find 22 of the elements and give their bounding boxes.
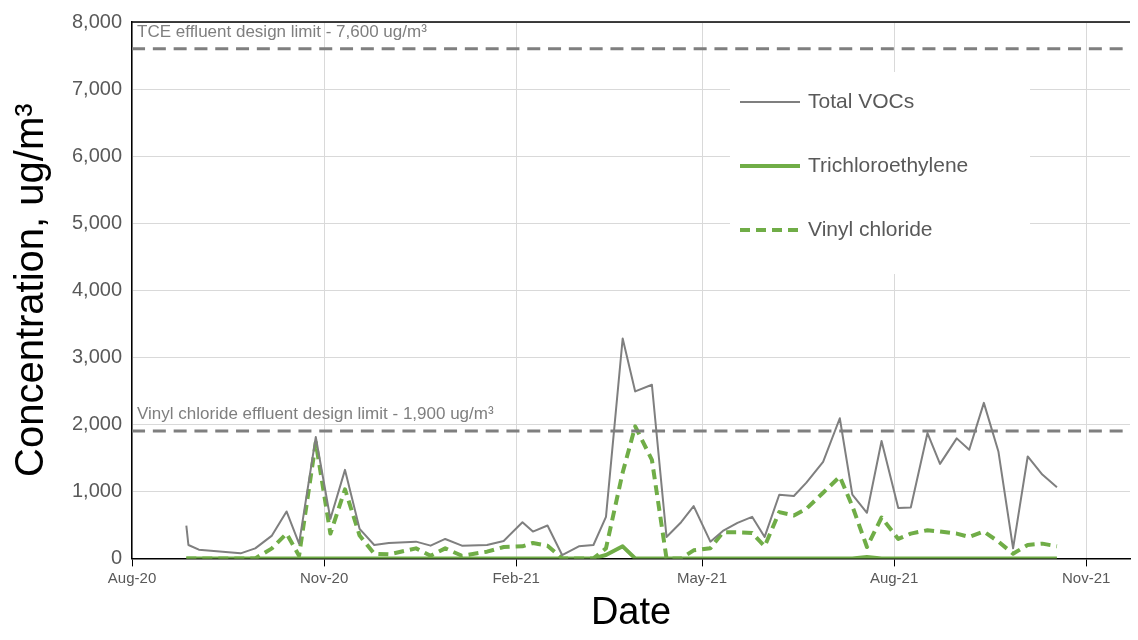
x-tick-label: Aug-21: [869, 568, 919, 586]
legend-label: Trichloroethylene: [808, 152, 969, 176]
y-tick-label: 3,000: [71, 344, 123, 367]
x-tick-label: Aug-20: [107, 568, 157, 586]
y-tick-label: 0: [110, 545, 123, 568]
x-tick-label: Nov-21: [1061, 568, 1111, 586]
y-tick-label: 5,000: [71, 210, 123, 233]
y-axis-title: Concentration, ug/m³: [7, 103, 52, 477]
x-axis-title: Date: [590, 589, 672, 632]
y-tick-label: 1,000: [71, 478, 123, 501]
y-tick-label: 8,000: [71, 9, 123, 32]
y-tick-label: 4,000: [71, 277, 123, 300]
y-tick-label: 7,000: [71, 76, 123, 99]
legend-label: Vinyl chloride: [808, 216, 933, 240]
x-tick-label: Nov-20: [299, 568, 349, 586]
y-tick-label: 2,000: [71, 411, 123, 434]
ref-line-label: TCE effluent design limit - 7,600 ug/m³: [137, 22, 428, 42]
x-tick-label: May-21: [676, 568, 728, 586]
x-tick-label: Feb-21: [492, 568, 540, 586]
ref-line-label: Vinyl chloride effluent design limit - 1,900 ug/m³: [137, 404, 494, 424]
legend-label: Total VOCs: [808, 88, 915, 112]
y-tick-label: 6,000: [71, 143, 123, 166]
